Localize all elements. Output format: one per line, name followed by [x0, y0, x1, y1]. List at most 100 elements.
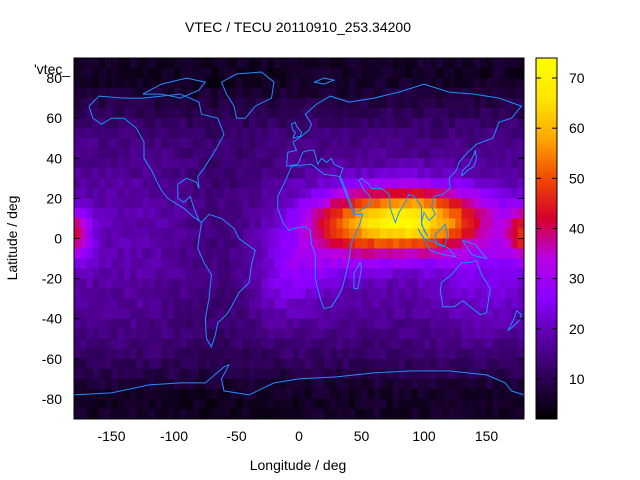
heatmap-cell — [80, 228, 87, 239]
heatmap-cell — [286, 288, 294, 300]
heatmap-cell — [211, 128, 219, 139]
heatmap-cell — [461, 108, 469, 119]
heatmap-cell — [192, 338, 200, 350]
heatmap-cell — [442, 218, 450, 229]
heatmap-cell — [236, 118, 244, 129]
heatmap-cell — [136, 348, 144, 360]
heatmap-cell — [174, 368, 181, 380]
heatmap-cell — [92, 118, 100, 129]
heatmap-cell — [386, 138, 394, 149]
heatmap-cell — [430, 398, 437, 410]
heatmap-cell — [149, 318, 156, 330]
heatmap-cell — [130, 298, 137, 310]
heatmap-cell — [80, 198, 87, 209]
heatmap-cell — [286, 368, 294, 380]
heatmap-cell — [267, 368, 275, 380]
heatmap-cell — [299, 188, 306, 199]
heatmap-cell — [349, 288, 356, 300]
heatmap-cell — [292, 288, 300, 300]
heatmap-cell — [455, 398, 462, 410]
colorbar-tick-label: 50 — [569, 170, 585, 186]
heatmap-cell — [374, 118, 381, 129]
heatmap-cell — [342, 168, 350, 179]
heatmap-cell — [99, 78, 106, 89]
heatmap-cell — [180, 398, 187, 410]
heatmap-cell — [436, 168, 444, 179]
heatmap-cell — [461, 218, 469, 229]
heatmap-cell — [74, 208, 81, 219]
heatmap-cell — [355, 208, 362, 219]
heatmap-cell — [317, 278, 325, 290]
heatmap-cell — [230, 128, 237, 139]
heatmap-cell — [349, 148, 356, 159]
heatmap-cell — [461, 338, 469, 350]
heatmap-cell — [86, 98, 94, 109]
heatmap-cell — [292, 158, 300, 169]
heatmap-cell — [261, 148, 269, 159]
heatmap-cell — [330, 138, 337, 149]
heatmap-cell — [417, 138, 425, 149]
heatmap-cell — [261, 58, 269, 69]
heatmap-cell — [267, 108, 275, 119]
heatmap-cell — [361, 278, 369, 290]
heatmap-cell — [349, 78, 356, 89]
heatmap-cell — [424, 318, 431, 330]
heatmap-cell — [499, 408, 506, 419]
heatmap-cell — [242, 118, 250, 129]
heatmap-cell — [99, 328, 106, 340]
heatmap-cell — [474, 298, 481, 310]
heatmap-cell — [486, 138, 494, 149]
heatmap-cell — [142, 308, 150, 320]
heatmap-cell — [374, 268, 381, 280]
heatmap-cell — [249, 308, 256, 320]
heatmap-cell — [180, 168, 187, 179]
heatmap-cell — [230, 68, 237, 79]
heatmap-cell — [211, 198, 219, 209]
heatmap-cell — [130, 98, 137, 109]
heatmap-cell — [305, 88, 312, 99]
heatmap-cell — [367, 178, 375, 189]
heatmap-cell — [499, 208, 506, 219]
heatmap-cell — [386, 288, 394, 300]
heatmap-cell — [167, 218, 175, 229]
heatmap-cell — [455, 128, 462, 139]
heatmap-cell — [180, 328, 187, 340]
heatmap-cell — [99, 208, 106, 219]
heatmap-cell — [167, 348, 175, 360]
heatmap-cell — [99, 88, 106, 99]
heatmap-cell — [299, 218, 306, 229]
heatmap-cell — [499, 128, 506, 139]
heatmap-cell — [86, 368, 94, 380]
heatmap-cell — [511, 328, 519, 340]
heatmap-cell — [80, 158, 87, 169]
heatmap-cell — [474, 318, 481, 330]
heatmap-cell — [236, 188, 244, 199]
heatmap-cell — [111, 278, 119, 290]
heatmap-cell — [217, 328, 225, 340]
heatmap-cell — [261, 288, 269, 300]
heatmap-cell — [286, 298, 294, 310]
heatmap-cell — [111, 368, 119, 380]
heatmap-cell — [367, 138, 375, 149]
heatmap-cell — [330, 258, 337, 270]
heatmap-cell — [205, 388, 212, 400]
heatmap-cell — [374, 178, 381, 189]
heatmap-cell — [324, 358, 331, 370]
heatmap-cell — [236, 258, 244, 270]
heatmap-cell — [305, 208, 312, 219]
heatmap-cell — [280, 278, 287, 290]
heatmap-cell — [199, 308, 206, 320]
heatmap-cell — [105, 228, 112, 239]
heatmap-cell — [317, 138, 325, 149]
heatmap-cell — [261, 198, 269, 209]
heatmap-cell — [149, 388, 156, 400]
heatmap-cell — [149, 398, 156, 410]
heatmap-cell — [155, 288, 162, 300]
heatmap-cell — [505, 368, 512, 380]
heatmap-cell — [517, 348, 524, 360]
heatmap-cell — [311, 388, 319, 400]
heatmap-cell — [117, 308, 125, 320]
heatmap-cell — [492, 308, 500, 320]
heatmap-cell — [499, 378, 506, 390]
heatmap-cell — [217, 348, 225, 360]
